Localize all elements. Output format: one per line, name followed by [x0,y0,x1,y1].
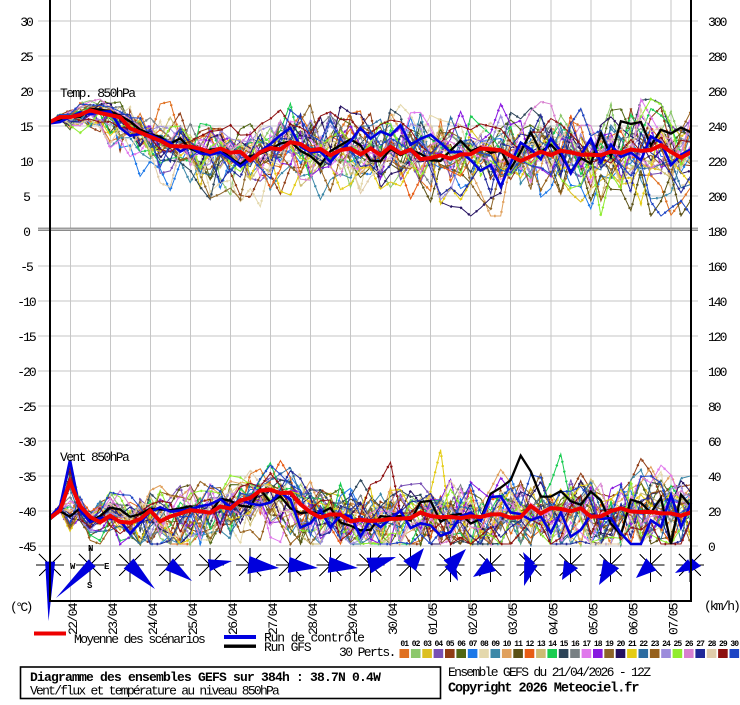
svg-text:23/04: 23/04 [106,602,121,635]
svg-text:180: 180 [708,225,727,240]
svg-text:26: 26 [685,640,694,649]
svg-text:25: 25 [673,640,682,649]
svg-text:280: 280 [708,50,727,65]
svg-text:(°C): (°C) [10,600,32,615]
svg-text:100: 100 [708,365,727,380]
svg-text:07/05: 07/05 [666,603,681,635]
svg-text:29: 29 [719,640,728,649]
svg-text:24: 24 [662,640,671,649]
svg-text:30: 30 [730,640,739,649]
svg-text:-5: -5 [20,260,33,275]
svg-text:260: 260 [708,85,727,100]
svg-text:20: 20 [617,640,626,649]
svg-text:Copyright 2026 Meteociel.fr: Copyright 2026 Meteociel.fr [448,682,639,697]
svg-text:28: 28 [708,640,717,649]
svg-text:10: 10 [20,155,33,170]
svg-text:20: 20 [20,85,33,100]
svg-text:30: 30 [20,15,33,30]
svg-text:03/05: 03/05 [506,603,521,635]
svg-text:E: E [104,562,110,572]
svg-text:5: 5 [23,190,30,205]
svg-text:60: 60 [708,435,721,450]
svg-text:08: 08 [480,640,489,649]
svg-text:27/04: 27/04 [266,602,281,635]
svg-text:-40: -40 [17,505,36,520]
svg-text:30 Perts.: 30 Perts. [339,645,395,660]
svg-text:09: 09 [491,640,500,649]
svg-text:06/05: 06/05 [626,603,641,635]
svg-text:120: 120 [708,330,727,345]
svg-text:N: N [88,544,93,554]
svg-text:Run GFS: Run GFS [264,640,312,655]
svg-text:W: W [70,562,76,572]
svg-text:17: 17 [582,640,591,649]
svg-text:-25: -25 [17,400,36,415]
svg-text:140: 140 [708,295,727,310]
svg-text:16: 16 [571,640,580,649]
svg-text:11: 11 [514,640,523,649]
svg-text:22: 22 [639,640,648,649]
svg-text:23: 23 [651,640,660,649]
svg-text:160: 160 [708,260,727,275]
svg-text:28/04: 28/04 [306,602,321,635]
svg-text:15: 15 [20,120,33,135]
svg-text:03: 03 [423,640,432,649]
svg-text:27: 27 [696,640,705,649]
svg-text:02: 02 [412,640,421,649]
svg-text:22/04: 22/04 [66,602,81,635]
svg-text:0: 0 [23,225,30,240]
svg-text:Run de contrôle: Run de contrôle [264,631,364,646]
svg-text:-20: -20 [17,365,36,380]
svg-text:05: 05 [446,640,455,649]
svg-text:12: 12 [526,640,535,649]
svg-text:25: 25 [20,50,33,65]
svg-text:14: 14 [548,640,557,649]
svg-text:40: 40 [708,470,721,485]
svg-text:02/05: 02/05 [466,603,481,635]
svg-text:-45: -45 [17,540,36,555]
svg-text:18: 18 [594,640,603,649]
svg-text:200: 200 [708,190,727,205]
svg-text:29/04: 29/04 [346,602,361,635]
svg-text:-35: -35 [17,470,36,485]
svg-text:(km/h): (km/h) [704,599,739,614]
svg-text:05/05: 05/05 [586,603,601,635]
svg-text:04/05: 04/05 [546,603,561,635]
svg-text:S: S [87,581,93,591]
svg-text:Vent/flux et température au ni: Vent/flux et température au niveau 850hP… [30,684,280,699]
svg-text:30/04: 30/04 [386,602,401,635]
svg-text:-30: -30 [17,435,36,450]
svg-text:25/04: 25/04 [186,602,201,635]
svg-text:300: 300 [708,15,727,30]
svg-text:220: 220 [708,155,727,170]
svg-text:15: 15 [560,640,569,649]
svg-text:Moyenne des scénarios: Moyenne des scénarios [74,632,205,647]
svg-text:Vent 850hPa: Vent 850hPa [60,450,130,465]
svg-text:Diagramme des ensembles GEFS s: Diagramme des ensembles GEFS sur 384h : … [30,670,381,685]
svg-text:0: 0 [708,540,715,555]
svg-text:13: 13 [537,640,546,649]
svg-text:19: 19 [605,640,614,649]
svg-text:01: 01 [400,640,409,649]
svg-text:26/04: 26/04 [226,602,241,635]
svg-text:80: 80 [708,400,721,415]
svg-text:21: 21 [628,640,637,649]
svg-text:-10: -10 [17,295,36,310]
svg-text:Temp. 850hPa: Temp. 850hPa [60,86,136,101]
svg-text:20: 20 [708,505,721,520]
svg-text:240: 240 [708,120,727,135]
svg-text:07: 07 [469,640,478,649]
svg-text:Ensemble GEFS du 21/04/2026 -: Ensemble GEFS du 21/04/2026 - 12Z [448,665,651,680]
svg-text:24/04: 24/04 [146,602,161,635]
svg-text:10: 10 [503,640,512,649]
svg-text:04: 04 [434,640,443,649]
svg-text:06: 06 [457,640,466,649]
svg-text:01/05: 01/05 [426,603,441,635]
svg-text:-15: -15 [17,330,36,345]
